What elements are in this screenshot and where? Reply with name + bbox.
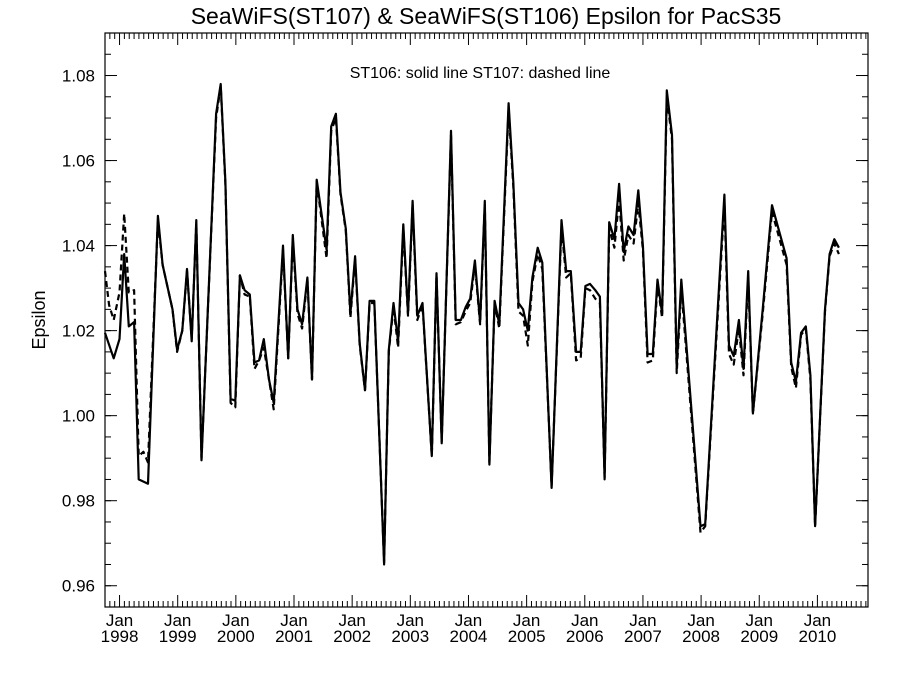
x-tick-month-label: Jan — [687, 611, 714, 630]
x-tick-month-label: Jan — [397, 611, 424, 630]
x-tick-month-label: Jan — [338, 611, 365, 630]
y-tick-label: 1.08 — [62, 67, 95, 86]
x-tick-year-label: 2009 — [740, 627, 778, 646]
y-tick-label: 0.98 — [62, 492, 95, 511]
x-tick-month-label: Jan — [164, 611, 191, 630]
x-tick-year-label: 2004 — [450, 627, 488, 646]
x-tick-month-label: Jan — [629, 611, 656, 630]
x-tick-year-label: 1999 — [159, 627, 197, 646]
x-tick-year-label: 2010 — [798, 627, 836, 646]
x-tick-year-label: 1998 — [101, 627, 139, 646]
x-tick-year-label: 2001 — [275, 627, 313, 646]
x-tick-month-label: Jan — [106, 611, 133, 630]
y-axis-ticks: 0.96 0.98 1.00 1.02 1.04 1.06 1.08 — [62, 32, 868, 608]
series-line-st106 — [103, 82, 840, 566]
y-tick-label: 1.02 — [62, 322, 95, 341]
x-tick-month-label: Jan — [804, 611, 831, 630]
x-tick-month-label: Jan — [280, 611, 307, 630]
y-axis-label: Epsilon — [29, 290, 49, 349]
y-tick-label: 1.00 — [62, 407, 95, 426]
y-tick-label: 1.06 — [62, 152, 95, 171]
x-tick-month-label: Jan — [746, 611, 773, 630]
x-tick-month-label: Jan — [513, 611, 540, 630]
x-tick-year-label: 2006 — [566, 627, 604, 646]
series-layer — [103, 82, 840, 566]
x-tick-year-label: 2000 — [217, 627, 255, 646]
chart-title: SeaWiFS(ST107) & SeaWiFS(ST106) Epsilon … — [191, 3, 782, 29]
series-line-st107 — [103, 85, 840, 564]
y-tick-label: 1.04 — [62, 237, 95, 256]
x-tick-month-label: Jan — [455, 611, 482, 630]
line-style-annotation: ST106: solid line ST107: dashed line — [350, 65, 611, 82]
x-tick-year-label: 2007 — [624, 627, 662, 646]
y-tick-label: 0.96 — [62, 577, 95, 596]
x-tick-month-label: Jan — [222, 611, 249, 630]
x-tick-year-label: 2005 — [508, 627, 546, 646]
x-tick-year-label: 2002 — [333, 627, 371, 646]
x-tick-year-label: 2008 — [682, 627, 720, 646]
plot-area-frame — [104, 32, 869, 608]
x-axis-ticks: Jan1998Jan1999Jan2000Jan2001Jan2002Jan20… — [101, 33, 867, 646]
x-tick-month-label: Jan — [571, 611, 598, 630]
x-tick-year-label: 2003 — [391, 627, 429, 646]
